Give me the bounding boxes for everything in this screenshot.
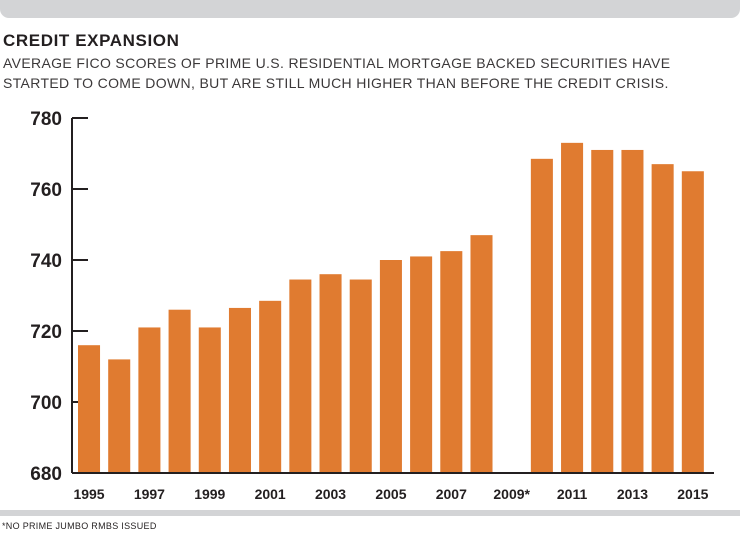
y-tick-label: 720	[30, 322, 62, 343]
x-tick-label: 1999	[194, 486, 225, 502]
bar-2004	[349, 279, 372, 473]
chart-title: CREDIT EXPANSION	[3, 31, 180, 50]
x-tick-label: 1997	[134, 486, 165, 502]
bar-2005	[379, 260, 402, 473]
y-tick-label: 760	[30, 180, 62, 201]
y-tick-label: 740	[30, 251, 62, 272]
bar-1996	[108, 359, 131, 473]
bar-1995	[78, 345, 101, 473]
bar-2007	[440, 251, 463, 473]
bar-1999	[198, 327, 221, 473]
bar-2008	[470, 235, 493, 473]
bar-1998	[168, 309, 191, 473]
x-tick-label: 2003	[315, 486, 346, 502]
x-tick-label: 1995	[73, 486, 104, 502]
y-tick-label: 680	[30, 464, 62, 485]
x-tick-label: 2013	[617, 486, 648, 502]
bar-2014	[651, 164, 674, 473]
bar-2001	[259, 300, 282, 473]
bar-2015	[681, 171, 704, 473]
x-tick-label: 2007	[436, 486, 467, 502]
bars	[78, 142, 704, 473]
x-tick-label: 2005	[375, 486, 406, 502]
bar-1997	[138, 327, 161, 473]
chart-subtitle: AVERAGE FICO SCORES OF PRIME U.S. RESIDE…	[3, 55, 671, 91]
bar-2006	[410, 256, 433, 473]
bottom-band	[0, 510, 740, 516]
bar-2012	[591, 149, 614, 473]
x-tick-label: 2001	[255, 486, 286, 502]
bar-2013	[621, 149, 644, 473]
top-band	[0, 0, 740, 18]
x-axis: 1995 1997 1999 2001 2003 2005 2007 2009* 2011 201…	[72, 472, 714, 502]
x-tick-label: 2015	[677, 486, 708, 502]
bar-2003	[319, 274, 342, 473]
x-tick-label: 2011	[557, 486, 588, 502]
bar-2002	[289, 279, 312, 473]
bar-2011	[561, 142, 584, 473]
y-tick-label: 780	[30, 109, 62, 130]
y-tick-label: 700	[30, 393, 62, 414]
footnote: *NO PRIME JUMBO RMBS ISSUED	[2, 521, 157, 531]
bar-2000	[228, 307, 251, 473]
x-tick-label: 2009*	[493, 486, 530, 502]
bar-2010	[530, 158, 553, 473]
